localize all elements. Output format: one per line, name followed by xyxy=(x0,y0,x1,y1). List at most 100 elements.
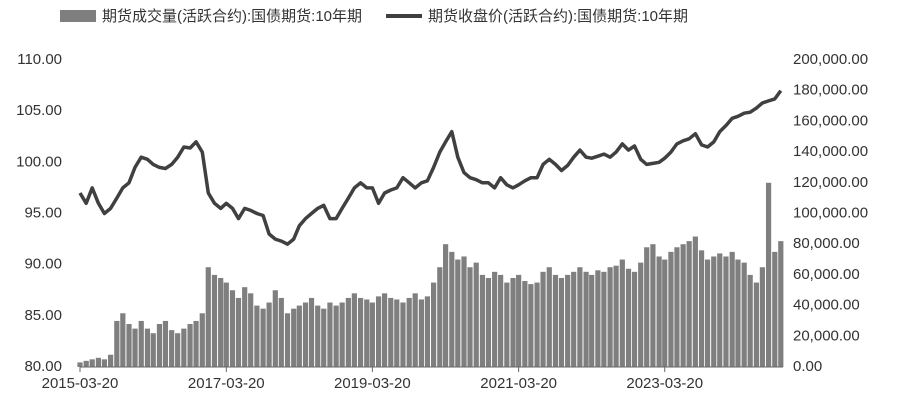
volume-bar xyxy=(308,297,315,367)
volume-bar xyxy=(674,247,680,367)
volume-bar xyxy=(150,333,156,367)
volume-bar xyxy=(747,274,753,367)
legend-swatch xyxy=(60,10,96,22)
y2-tick-label: 160,000.00 xyxy=(793,112,868,129)
volume-bar xyxy=(631,271,638,367)
y-tick-label: 100.00 xyxy=(16,153,62,170)
volume-bar xyxy=(473,262,479,367)
y-tick-label: 80.00 xyxy=(24,358,62,375)
legend-label: 期货收盘价(活跃合约):国债期货:10年期 xyxy=(428,7,688,25)
volume-bar xyxy=(662,259,668,367)
volume-bar xyxy=(218,277,224,367)
volume-bar xyxy=(552,274,559,367)
volume-bar xyxy=(162,320,169,367)
volume-bar xyxy=(650,244,656,367)
volume-bar xyxy=(169,330,175,367)
y2-tick-label: 40,000.00 xyxy=(793,297,860,314)
volume-bar xyxy=(546,267,552,367)
volume-bar xyxy=(443,244,449,367)
volume-bar xyxy=(120,313,126,367)
volume-bar xyxy=(558,277,565,367)
volume-bar xyxy=(522,281,528,367)
volume-bar xyxy=(565,274,571,367)
volume-bar xyxy=(607,267,613,367)
volume-bar xyxy=(272,290,278,367)
y2-tick-label: 200,000.00 xyxy=(793,51,868,68)
volume-bar xyxy=(759,267,765,367)
volume-bar xyxy=(431,282,437,367)
volume-bar xyxy=(327,302,333,367)
volume-bar xyxy=(418,299,424,367)
y2-tick-label: 60,000.00 xyxy=(793,266,860,283)
volume-bar xyxy=(291,308,297,367)
volume-bar xyxy=(242,287,248,367)
y2-tick-label: 140,000.00 xyxy=(793,143,868,160)
volume-bar xyxy=(193,320,199,367)
volume-bar xyxy=(571,271,577,367)
volume-bar xyxy=(437,267,443,367)
y-tick-label: 95.00 xyxy=(24,204,62,221)
volume-bar xyxy=(498,274,504,367)
y2-tick-label: 0.00 xyxy=(793,358,822,375)
volume-bar xyxy=(248,293,254,367)
volume-bar xyxy=(357,297,364,367)
volume-bar xyxy=(461,256,467,367)
volume-bar xyxy=(89,359,95,367)
volume-bar xyxy=(375,296,382,367)
y2-tick-label: 180,000.00 xyxy=(793,82,868,99)
x-tick-label: 2021-03-20 xyxy=(480,375,557,392)
volume-bar xyxy=(492,271,498,367)
volume-bar xyxy=(114,320,120,367)
volume-bar xyxy=(510,277,516,367)
y-tick-label: 85.00 xyxy=(24,307,62,324)
volume-bar xyxy=(601,271,607,367)
legend-label: 期货成交量(活跃合约):国债期货:10年期 xyxy=(102,7,362,25)
volume-bar xyxy=(132,328,138,367)
volume-bar xyxy=(254,305,260,367)
volume-bar xyxy=(778,241,784,367)
volume-bar xyxy=(741,262,747,367)
volume-bar xyxy=(369,302,375,367)
volume-bar xyxy=(534,282,540,367)
volume-bar xyxy=(644,247,650,367)
volume-bar xyxy=(181,328,187,367)
volume-bar xyxy=(345,297,351,367)
volume-bar xyxy=(187,324,193,367)
volume-bar xyxy=(583,271,589,367)
volume-bar xyxy=(388,297,394,367)
volume-bar xyxy=(266,302,272,367)
volume-bar xyxy=(656,256,662,367)
volume-bar xyxy=(577,267,583,367)
volume-bar xyxy=(412,293,418,367)
volume-bar xyxy=(729,251,735,367)
volume-bar xyxy=(479,274,486,367)
volume-bar xyxy=(101,359,108,367)
x-tick-label: 2017-03-20 xyxy=(188,375,265,392)
volume-bar xyxy=(540,271,546,367)
volume-bar xyxy=(711,256,717,367)
volume-bar xyxy=(753,282,759,367)
volume-bar xyxy=(364,299,370,367)
volume-bar xyxy=(613,265,619,367)
volume-bar xyxy=(717,253,723,367)
volume-bar xyxy=(302,302,309,367)
volume-bar xyxy=(406,297,412,367)
volume-bar xyxy=(199,313,205,367)
y-tick-label: 90.00 xyxy=(24,256,62,273)
volume-bar xyxy=(108,354,114,367)
volume-bar xyxy=(205,267,211,367)
volume-bar xyxy=(625,268,632,367)
volume-bar xyxy=(394,299,400,367)
volume-bar xyxy=(668,251,674,367)
volume-bar xyxy=(698,250,705,367)
y2-tick-label: 120,000.00 xyxy=(793,174,868,191)
volume-bar xyxy=(638,262,644,367)
volume-bar xyxy=(704,259,711,367)
volume-bar xyxy=(235,297,242,367)
volume-bar xyxy=(723,256,729,367)
volume-bar xyxy=(211,274,218,367)
volume-bar xyxy=(485,277,492,367)
volume-bar xyxy=(455,259,461,367)
volume-bar xyxy=(589,274,595,367)
